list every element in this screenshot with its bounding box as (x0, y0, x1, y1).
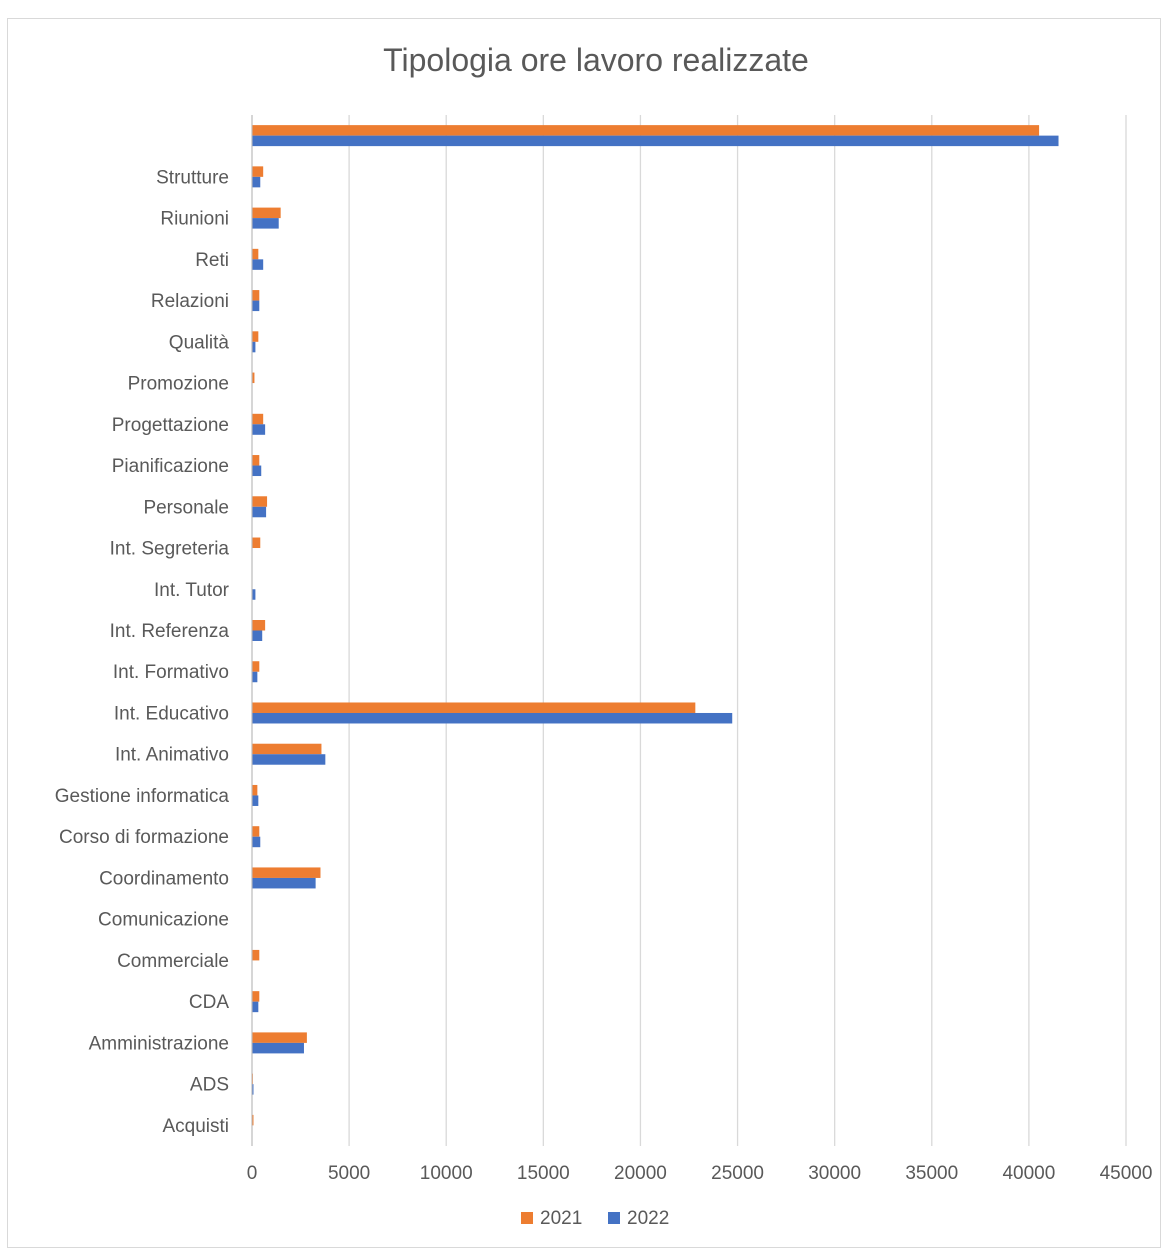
bar-2022 (252, 1001, 259, 1013)
bar-2022 (252, 671, 258, 683)
tick-labels: 0 5000 10000 15000 20000 25000 30000 35000 40000… (247, 1163, 1153, 1184)
legend-swatch (608, 1212, 620, 1224)
category-label: Reti (195, 250, 229, 271)
bar-2021 (252, 248, 259, 260)
bars-layer (252, 125, 1059, 1126)
bar-2021 (252, 867, 321, 878)
category-label: ADS (190, 1075, 229, 1096)
bar-2021 (252, 125, 1040, 136)
bar-2022 (252, 135, 1059, 147)
x-tick-label: 5000 (328, 1163, 370, 1184)
bar-2021 (252, 496, 268, 507)
category-label: Int. Tutor (154, 580, 230, 601)
bar-2022 (252, 589, 256, 600)
bar-2022 (252, 836, 261, 848)
category-label: Promozione (128, 374, 229, 395)
category-label: Comunicazione (98, 910, 229, 931)
x-tick-label: 35000 (905, 1163, 958, 1184)
category-label: Coordinamento (99, 868, 229, 889)
category-label: Amministrazione (89, 1033, 229, 1054)
category-label: Int. Segreteria (110, 539, 230, 560)
bar-2021 (252, 290, 260, 301)
x-tick-label: 25000 (711, 1163, 764, 1184)
x-tick-label: 40000 (1002, 1163, 1055, 1184)
bar-2022 (252, 218, 279, 229)
legend-label: 2021 (540, 1208, 582, 1229)
bar-2021 (252, 331, 259, 342)
x-tick-label: 45000 (1100, 1163, 1153, 1184)
bar-2022 (252, 424, 266, 435)
legend: 2021 2022 (521, 1208, 669, 1229)
bar-2022 (252, 795, 259, 806)
legend-label: 2022 (627, 1208, 669, 1229)
category-label: Strutture (156, 167, 229, 188)
bar-2022 (252, 1042, 304, 1054)
grid-layer (251, 115, 1127, 1146)
category-label: Corso di formazione (59, 827, 229, 848)
bar-2022 (252, 630, 263, 641)
chart-title: Tipologia ore lavoro realizzate (383, 42, 809, 78)
category-label: Int. Educativo (114, 703, 229, 724)
bar-2021 (252, 702, 696, 713)
bar-2022 (252, 341, 256, 353)
bar-2021 (252, 743, 322, 755)
category-label: Pianificazione (112, 456, 229, 477)
chart-svg: Tipologia ore lavoro realizzate Struttur… (55, 42, 1153, 1229)
bar-2022 (252, 465, 262, 477)
bar-2021 (252, 620, 266, 631)
bar-2021 (252, 372, 255, 384)
x-tick-label: 10000 (420, 1163, 473, 1184)
bar-2022 (252, 1084, 254, 1095)
bar-2022 (252, 259, 264, 270)
bar-2021 (252, 166, 264, 177)
category-label: Acquisti (162, 1116, 229, 1137)
category-labels: Strutture Riunioni Reti Relazioni Qualità Pro… (55, 167, 230, 1137)
x-tick-label: 30000 (808, 1163, 861, 1184)
bar-2022 (252, 176, 261, 188)
bar-2021 (252, 949, 260, 961)
bar-2022 (252, 506, 267, 518)
bar-2021 (252, 413, 264, 425)
x-tick-label: 0 (247, 1163, 258, 1184)
category-label: Int. Referenza (110, 621, 230, 642)
bar-2021 (252, 826, 260, 837)
category-label: Riunioni (160, 209, 229, 230)
category-label: Int. Formativo (113, 662, 229, 683)
category-label: Commerciale (117, 951, 229, 972)
bar-2021 (252, 537, 261, 549)
x-tick-label: 15000 (517, 1163, 570, 1184)
category-label: Relazioni (151, 291, 229, 312)
bar-2022 (252, 754, 326, 765)
bar-2021 (252, 207, 281, 219)
category-label: Qualità (169, 332, 230, 353)
category-label: Progettazione (112, 415, 229, 436)
category-label: CDA (189, 992, 229, 1013)
bar-2022 (252, 877, 316, 889)
bar-2021 (252, 1032, 307, 1043)
bar-2021 (252, 455, 260, 466)
bar-2022 (252, 300, 260, 312)
x-tick-label: 20000 (614, 1163, 667, 1184)
bar-2021 (252, 661, 260, 672)
bar-2022 (252, 712, 733, 724)
chart-frame: Tipologia ore lavoro realizzate Struttur… (7, 18, 1161, 1248)
category-label: Int. Animativo (115, 745, 229, 766)
bar-2021 (252, 784, 258, 796)
category-label: Personale (143, 497, 229, 518)
category-label: Gestione informatica (55, 786, 230, 807)
legend-swatch (521, 1212, 533, 1224)
bar-2021 (252, 1114, 254, 1126)
bar-2021 (252, 991, 260, 1002)
